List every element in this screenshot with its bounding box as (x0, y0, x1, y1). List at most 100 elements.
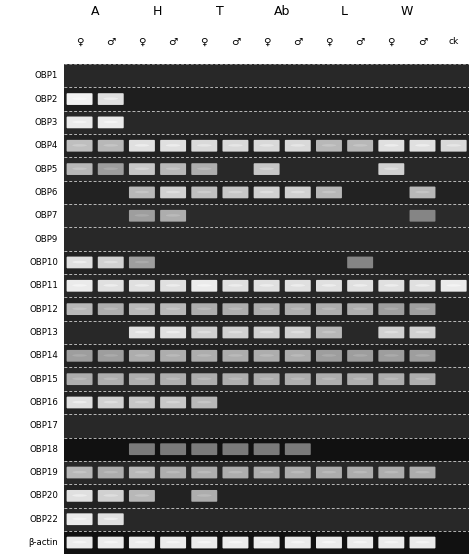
Ellipse shape (322, 471, 336, 473)
FancyBboxPatch shape (160, 140, 186, 152)
FancyBboxPatch shape (316, 140, 342, 152)
Text: ♂: ♂ (293, 37, 302, 47)
FancyBboxPatch shape (191, 350, 217, 361)
Ellipse shape (197, 354, 211, 356)
FancyBboxPatch shape (285, 350, 311, 361)
FancyBboxPatch shape (316, 303, 342, 315)
Ellipse shape (166, 471, 181, 473)
FancyBboxPatch shape (160, 163, 186, 175)
Ellipse shape (72, 168, 87, 170)
Bar (64, 437, 469, 461)
Text: OBP17: OBP17 (29, 421, 58, 431)
FancyBboxPatch shape (191, 187, 217, 198)
Ellipse shape (135, 214, 149, 217)
FancyBboxPatch shape (254, 140, 280, 152)
FancyBboxPatch shape (222, 303, 248, 315)
FancyBboxPatch shape (67, 303, 92, 315)
Ellipse shape (353, 144, 367, 146)
FancyBboxPatch shape (378, 373, 404, 385)
FancyBboxPatch shape (67, 163, 92, 175)
Text: OBP2: OBP2 (35, 95, 58, 104)
FancyBboxPatch shape (285, 467, 311, 478)
FancyBboxPatch shape (410, 467, 436, 478)
FancyBboxPatch shape (98, 514, 124, 525)
Ellipse shape (197, 471, 211, 473)
Ellipse shape (166, 144, 181, 146)
Bar (64, 321, 469, 344)
Ellipse shape (415, 307, 430, 310)
FancyBboxPatch shape (67, 116, 92, 128)
Ellipse shape (447, 284, 461, 287)
FancyBboxPatch shape (222, 467, 248, 478)
Ellipse shape (228, 378, 243, 380)
Ellipse shape (322, 541, 336, 544)
FancyBboxPatch shape (160, 326, 186, 338)
FancyBboxPatch shape (378, 536, 404, 549)
Text: OBP9: OBP9 (35, 234, 58, 243)
FancyBboxPatch shape (316, 187, 342, 198)
Ellipse shape (103, 307, 118, 310)
FancyBboxPatch shape (160, 187, 186, 198)
Ellipse shape (384, 284, 399, 287)
Text: ♀: ♀ (76, 37, 83, 47)
Ellipse shape (197, 331, 211, 333)
Ellipse shape (103, 354, 118, 356)
FancyBboxPatch shape (378, 303, 404, 315)
FancyBboxPatch shape (160, 303, 186, 315)
FancyBboxPatch shape (129, 163, 155, 175)
FancyBboxPatch shape (191, 397, 217, 408)
Text: OBP20: OBP20 (29, 491, 58, 500)
FancyBboxPatch shape (285, 326, 311, 338)
Ellipse shape (415, 144, 430, 146)
FancyBboxPatch shape (410, 280, 436, 292)
Ellipse shape (72, 471, 87, 473)
Ellipse shape (135, 331, 149, 333)
Ellipse shape (166, 354, 181, 356)
Ellipse shape (135, 541, 149, 544)
FancyBboxPatch shape (67, 140, 92, 152)
FancyBboxPatch shape (98, 536, 124, 549)
Ellipse shape (197, 144, 211, 146)
Ellipse shape (72, 144, 87, 146)
Ellipse shape (135, 261, 149, 263)
Ellipse shape (228, 191, 243, 193)
Ellipse shape (415, 471, 430, 473)
FancyBboxPatch shape (160, 536, 186, 549)
FancyBboxPatch shape (98, 93, 124, 105)
Text: OBP15: OBP15 (29, 375, 58, 384)
FancyBboxPatch shape (67, 490, 92, 502)
FancyBboxPatch shape (67, 514, 92, 525)
Text: Ab: Ab (274, 5, 291, 18)
Text: ♂: ♂ (168, 37, 178, 47)
Ellipse shape (135, 494, 149, 497)
FancyBboxPatch shape (410, 187, 436, 198)
FancyBboxPatch shape (98, 397, 124, 408)
Ellipse shape (197, 191, 211, 193)
FancyBboxPatch shape (67, 397, 92, 408)
Ellipse shape (322, 354, 336, 356)
Text: ♀: ♀ (138, 37, 146, 47)
Bar (64, 181, 469, 204)
Text: L: L (341, 5, 348, 18)
Ellipse shape (447, 144, 461, 146)
FancyBboxPatch shape (160, 397, 186, 408)
Ellipse shape (415, 378, 430, 380)
Ellipse shape (228, 471, 243, 473)
FancyBboxPatch shape (410, 210, 436, 222)
Bar (64, 274, 469, 297)
Ellipse shape (322, 331, 336, 333)
FancyBboxPatch shape (67, 93, 92, 105)
Ellipse shape (259, 144, 274, 146)
FancyBboxPatch shape (129, 536, 155, 549)
FancyBboxPatch shape (316, 280, 342, 292)
Ellipse shape (228, 144, 243, 146)
Text: OBP11: OBP11 (29, 281, 58, 290)
Ellipse shape (353, 307, 367, 310)
Ellipse shape (103, 494, 118, 497)
Ellipse shape (291, 284, 305, 287)
Bar (64, 507, 469, 531)
FancyBboxPatch shape (160, 280, 186, 292)
FancyBboxPatch shape (222, 187, 248, 198)
Ellipse shape (197, 378, 211, 380)
FancyBboxPatch shape (316, 350, 342, 361)
